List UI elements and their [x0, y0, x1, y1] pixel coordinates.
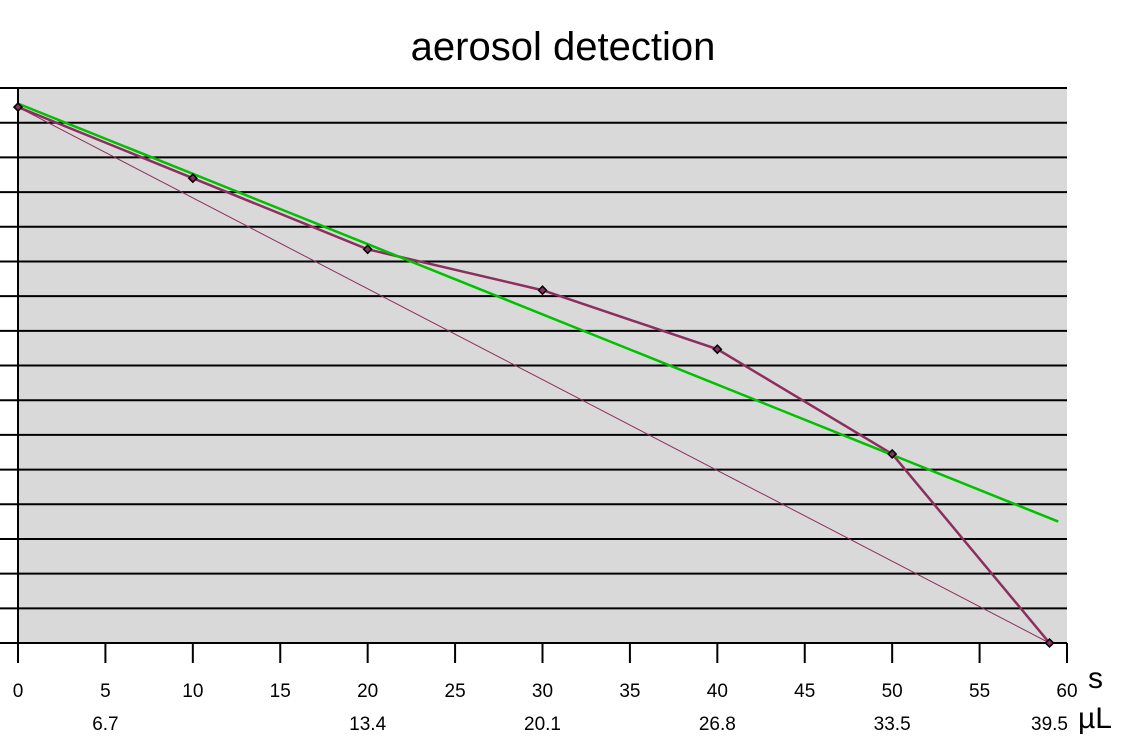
x2-tick-label: 26.8 [699, 714, 736, 735]
x2-axis-label: µL [1078, 702, 1112, 735]
data-markers [12, 102, 1055, 649]
series-line-linear-fit [17, 102, 1059, 523]
data-point [362, 244, 373, 255]
data-point [887, 448, 898, 460]
chart-title: aerosol detection [411, 25, 716, 69]
x-tick-label: 55 [969, 681, 990, 702]
data-point [12, 102, 24, 113]
x-tick-labels: 0 5 10 15 20 25 30 35 40 45 50 55 60 [13, 681, 1078, 702]
x-tick-label: 25 [445, 681, 466, 702]
x-tick-label: 50 [882, 681, 903, 702]
x-tick-label: 20 [357, 681, 378, 702]
data-point [1044, 637, 1055, 649]
x2-tick-label: 6.7 [92, 714, 118, 735]
gridlines [0, 87, 1067, 644]
axes [17, 88, 1068, 663]
x-tick-label: 10 [182, 681, 203, 702]
x2-tick-labels: 6.7 13.4 20.1 26.8 33.5 39.5 [92, 714, 1068, 735]
x2-tick-label: 33.5 [874, 714, 911, 735]
x-tick-label: 30 [532, 681, 553, 702]
x2-tick-label: 20.1 [524, 714, 561, 735]
x-tick-label: 60 [1056, 681, 1077, 702]
x2-tick-label: 39.5 [1031, 714, 1068, 735]
x-tick-label: 0 [13, 681, 24, 702]
x-tick-label: 45 [794, 681, 815, 702]
x2-tick-label: 13.4 [349, 714, 386, 735]
x-tick-label: 5 [100, 681, 111, 702]
x-tick-label: 35 [619, 681, 640, 702]
x-tick-label: 40 [707, 681, 728, 702]
data-point [537, 285, 548, 296]
x-tick-label: 15 [270, 681, 291, 702]
data-point [187, 173, 198, 184]
data-point [712, 344, 723, 355]
x-axis-label: s [1088, 662, 1103, 695]
series-line-endpoint-line [17, 106, 1050, 644]
